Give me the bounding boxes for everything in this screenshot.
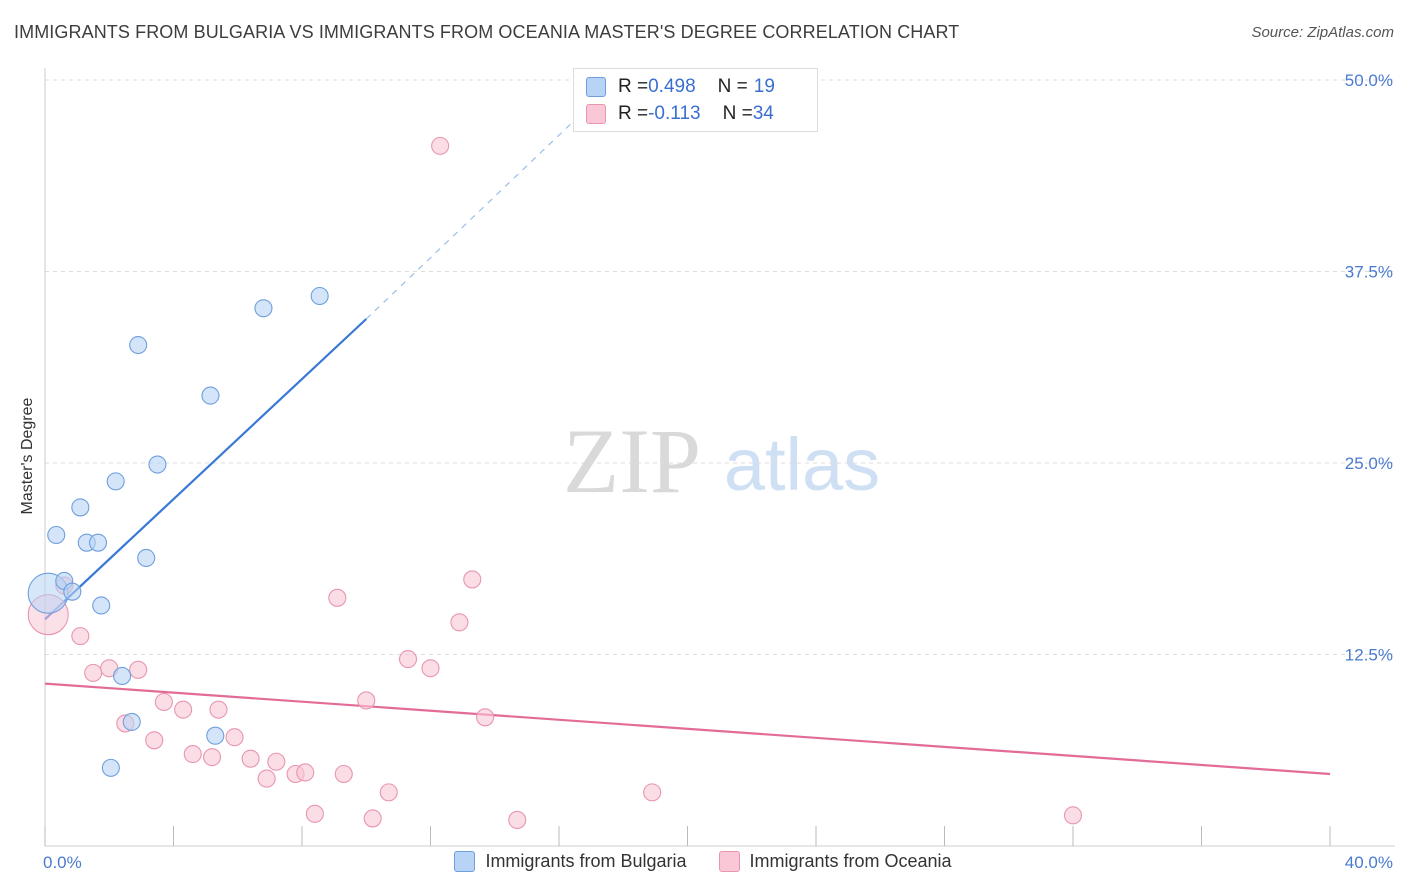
stats-row-oceania: R = -0.113 N = 34 xyxy=(586,102,774,126)
data-point-oceania xyxy=(463,570,482,589)
n-label: N = xyxy=(717,76,748,97)
data-point-oceania xyxy=(225,728,244,747)
data-point-oceania xyxy=(305,804,324,823)
data-point-bulgaria xyxy=(206,726,225,745)
data-point-oceania xyxy=(203,748,222,767)
data-point-oceania xyxy=(508,810,527,830)
data-point-oceania xyxy=(450,613,469,632)
r-value: 0.498 xyxy=(648,76,696,97)
data-point-oceania xyxy=(71,627,90,646)
data-point-bulgaria xyxy=(47,525,66,545)
data-points xyxy=(27,136,1083,830)
legend-item-oceania[interactable]: Immigrants from Oceania xyxy=(718,851,952,872)
data-point-oceania xyxy=(296,763,315,782)
bulgaria-legend-swatch xyxy=(454,851,476,872)
data-point-bulgaria xyxy=(310,286,329,306)
watermark-atlas: atlas xyxy=(724,423,880,506)
data-point-bulgaria xyxy=(254,299,273,318)
data-point-bulgaria xyxy=(122,712,141,731)
legend-item-bulgaria[interactable]: Immigrants from Bulgaria xyxy=(454,851,687,872)
source-label: Source: ZipAtlas.com xyxy=(1251,24,1394,41)
data-point-oceania xyxy=(379,783,398,802)
y-tick-label: 37.5% xyxy=(1345,263,1393,282)
data-point-oceania xyxy=(183,745,202,764)
gridlines xyxy=(45,79,1395,655)
trend-lines xyxy=(44,88,1331,776)
r-value: -0.113 xyxy=(648,103,701,124)
data-point-bulgaria xyxy=(71,498,90,517)
n-value: 34 xyxy=(752,103,774,124)
x-axis-min-label: 0.0% xyxy=(43,853,82,872)
data-point-bulgaria xyxy=(113,666,132,685)
data-point-oceania xyxy=(174,700,193,719)
data-point-bulgaria xyxy=(101,758,120,777)
data-point-bulgaria xyxy=(129,335,148,355)
stats-legend: R = 0.498 N = 19 R = -0.113 N = 34 xyxy=(573,68,818,132)
n-value: 19 xyxy=(753,76,775,97)
data-point-bulgaria xyxy=(88,533,108,552)
legend-label-bulgaria: Immigrants from Bulgaria xyxy=(485,851,687,871)
y-tick-label: 12.5% xyxy=(1345,646,1393,665)
y-tick-label: 50.0% xyxy=(1345,71,1393,90)
data-point-bulgaria xyxy=(137,548,156,568)
data-point-oceania xyxy=(643,783,662,802)
trend-line-oceania xyxy=(44,682,1331,776)
data-point-oceania xyxy=(431,136,450,155)
chart-title: IMMIGRANTS FROM BULGARIA VS IMMIGRANTS F… xyxy=(14,22,960,42)
data-point-oceania xyxy=(398,650,418,669)
oceania-swatch xyxy=(586,104,606,124)
axes xyxy=(44,68,1395,847)
data-point-bulgaria xyxy=(92,596,111,615)
data-point-bulgaria xyxy=(63,582,82,601)
data-point-oceania xyxy=(84,663,103,682)
trend-line-bulgaria-extension xyxy=(365,88,608,320)
data-point-oceania xyxy=(357,691,376,710)
watermark: ZIP atlas xyxy=(563,410,880,512)
data-point-oceania xyxy=(328,588,347,607)
data-point-bulgaria xyxy=(201,386,220,405)
stats-row-bulgaria: R = 0.498 N = 19 xyxy=(586,75,775,99)
data-point-oceania xyxy=(129,660,148,679)
data-point-oceania xyxy=(257,769,276,788)
data-point-oceania xyxy=(209,700,228,719)
y-tick-labels: 12.5% 25.0% 37.5% 50.0% xyxy=(1345,71,1393,665)
data-point-oceania xyxy=(476,708,495,727)
trend-line-bulgaria xyxy=(44,318,368,621)
r-label: R = xyxy=(618,76,649,97)
data-point-oceania xyxy=(334,764,353,784)
data-point-bulgaria xyxy=(106,472,125,491)
data-point-oceania xyxy=(421,659,440,678)
series-legend: Immigrants from Bulgaria Immigrants from… xyxy=(0,851,1406,872)
data-point-oceania xyxy=(267,752,286,771)
x-axis-max-label: 40.0% xyxy=(1344,853,1393,872)
data-point-oceania xyxy=(145,731,164,750)
data-point-oceania xyxy=(241,749,260,768)
bulgaria-swatch xyxy=(586,77,606,97)
r-label: R = xyxy=(618,103,649,124)
data-point-oceania xyxy=(363,809,382,828)
legend-label-oceania: Immigrants from Oceania xyxy=(749,851,952,871)
watermark-zip: ZIP xyxy=(563,410,701,512)
data-point-bulgaria xyxy=(148,455,167,474)
y-tick-label: 25.0% xyxy=(1345,454,1393,473)
data-point-oceania xyxy=(1063,806,1083,825)
data-point-oceania xyxy=(154,692,173,712)
n-label: N = xyxy=(722,103,753,124)
oceania-legend-swatch xyxy=(718,851,740,872)
